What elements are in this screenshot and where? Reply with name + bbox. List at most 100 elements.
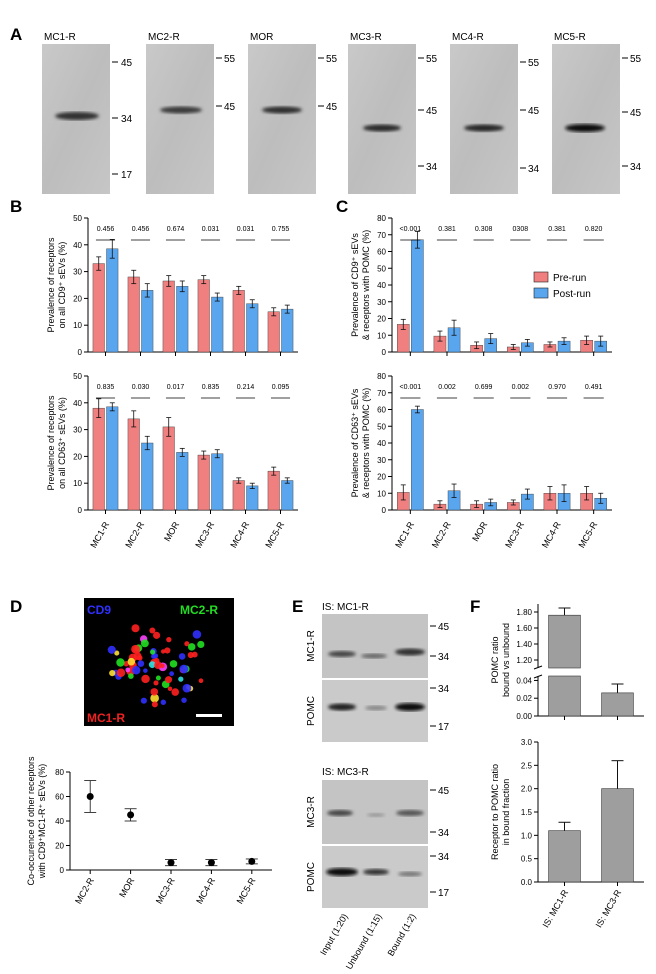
p-value-label: 0.456 bbox=[97, 226, 115, 233]
y-axis-title-line: with CD9⁺MC1-R⁺ sEVs (%) bbox=[37, 764, 47, 880]
p-value-label: 0.031 bbox=[202, 226, 220, 233]
x-category-label: MC4-R bbox=[540, 520, 563, 550]
x-category-label: MC5-R bbox=[576, 520, 599, 550]
y-tick-label: 40 bbox=[73, 241, 82, 250]
blot-mc2r: MC2-R 55 45 bbox=[146, 32, 236, 194]
y-axis-title-line: in bound fraction bbox=[501, 779, 511, 846]
blot-band bbox=[395, 703, 425, 711]
fluorescence-spot bbox=[128, 673, 134, 679]
data-point bbox=[248, 857, 256, 865]
y-axis-title-line: Prevalence of receptors bbox=[46, 237, 56, 333]
blot-title: MC5-R bbox=[554, 32, 586, 43]
label-mc2r: MC2-R bbox=[180, 603, 218, 617]
fluorescence-spot bbox=[166, 636, 172, 643]
chart-f-receptor-ratio: 0.0 0.5 1.0 1.5 2.0 2.5 3.0 Receptor to POMC ra… bbox=[490, 738, 644, 929]
bar-post-run bbox=[106, 248, 119, 353]
y-tick-label: 0.00 bbox=[516, 712, 532, 721]
fluorescence-spot bbox=[165, 676, 173, 684]
p-value-label: 0.755 bbox=[272, 226, 290, 233]
y-tick-label: 0.04 bbox=[516, 676, 532, 685]
y-tick-label: 20 bbox=[73, 294, 82, 303]
fluorescence-spot bbox=[187, 643, 196, 651]
mw-marker: 17 bbox=[438, 722, 450, 733]
y-tick-label: 60 bbox=[377, 406, 386, 415]
fluorescence-spot bbox=[150, 649, 156, 655]
p-value-label: 0.835 bbox=[202, 384, 220, 391]
y-tick-label: 30 bbox=[377, 298, 386, 307]
x-category-label: IS: MC3-R bbox=[594, 888, 624, 930]
y-tick-label: 70 bbox=[377, 389, 386, 398]
blot-band bbox=[363, 124, 401, 132]
legend-label-pre: Pre-run bbox=[553, 273, 586, 284]
mw-marker: 34 bbox=[438, 652, 450, 663]
bar bbox=[601, 788, 634, 883]
mw-marker: 45 bbox=[121, 58, 133, 69]
blot-membrane bbox=[322, 846, 428, 908]
y-tick-label: 10 bbox=[377, 331, 386, 340]
label-cd9: CD9 bbox=[87, 603, 111, 617]
blot-band bbox=[396, 810, 424, 816]
x-category-label: MC3-R bbox=[193, 520, 216, 550]
bar-post-run bbox=[281, 308, 294, 353]
y-axis-title-line: POMC ratio bbox=[490, 636, 500, 683]
y-tick-label: 10 bbox=[73, 479, 82, 488]
blot-membrane bbox=[450, 44, 518, 194]
y-tick-label: 50 bbox=[377, 422, 386, 431]
panel-letter-e: E bbox=[292, 597, 303, 616]
chart-c-cd63-pomc: 0 10 20 30 40 50 60 70 80 Prevalence of CD63⁺ sEV… bbox=[350, 372, 612, 550]
fluorescence-spot bbox=[164, 647, 171, 654]
fluorescence-spot bbox=[191, 651, 198, 658]
legend-swatch-post bbox=[533, 287, 549, 299]
mw-marker: 55 bbox=[326, 54, 338, 65]
p-value-label: 0.031 bbox=[237, 226, 255, 233]
mw-marker: 34 bbox=[426, 162, 438, 173]
x-category-label: MC3-R bbox=[154, 876, 177, 906]
bar-pre-run bbox=[127, 276, 140, 353]
x-category-label: MC2-R bbox=[430, 520, 453, 550]
fluorescence-spot bbox=[131, 624, 140, 633]
mw-marker: 34 bbox=[438, 852, 450, 863]
y-tick-label: 0.0 bbox=[521, 878, 533, 887]
data-point bbox=[207, 859, 215, 867]
blot-band bbox=[328, 651, 356, 657]
fluorescence-spot bbox=[107, 645, 116, 654]
blot-band bbox=[367, 813, 385, 817]
p-value-label: 0.095 bbox=[272, 384, 290, 391]
y-tick-label: 40 bbox=[377, 439, 386, 448]
y-tick-label: 40 bbox=[73, 399, 82, 408]
y-tick-label: 1.5 bbox=[521, 808, 533, 817]
bar-post-run bbox=[141, 290, 154, 353]
mw-marker: 34 bbox=[438, 684, 450, 695]
panel-d-microscopy: CD9 MC2-R MC1-R bbox=[84, 598, 234, 726]
fluorescence-spot bbox=[160, 699, 167, 705]
blot-band bbox=[565, 124, 605, 132]
bar-pre-run bbox=[267, 470, 280, 511]
fluorescence-spot bbox=[116, 658, 125, 667]
p-value-label: 0.970 bbox=[548, 384, 566, 391]
mw-marker: 34 bbox=[438, 828, 450, 839]
blot-band bbox=[398, 871, 422, 877]
x-category-label: MC1-R bbox=[393, 520, 416, 550]
mw-marker: 45 bbox=[630, 108, 642, 119]
fluorescence-spot bbox=[171, 688, 180, 696]
y-tick-label: 10 bbox=[377, 489, 386, 498]
fluorescence-spot bbox=[153, 631, 161, 639]
lane-label: Input (1:20) bbox=[318, 912, 350, 957]
blot-membrane bbox=[322, 614, 428, 678]
bar bbox=[548, 830, 581, 883]
y-tick-label: 1.40 bbox=[516, 640, 532, 649]
bar-post-run bbox=[411, 239, 424, 353]
mw-marker: 55 bbox=[224, 54, 236, 65]
blot-band bbox=[326, 868, 358, 876]
y-tick-label: 2.0 bbox=[521, 785, 533, 794]
y-tick-label: 60 bbox=[377, 248, 386, 257]
p-value-label: 0.491 bbox=[585, 384, 603, 391]
panel-letter-b: B bbox=[10, 197, 22, 216]
y-axis-title-line: Prevalence of CD9⁺ sEVs bbox=[350, 233, 360, 337]
blot-membrane bbox=[348, 44, 416, 194]
axis-break-mark bbox=[533, 674, 543, 679]
bar-post-run bbox=[246, 485, 259, 511]
chart-b-cd63: 0 10 20 30 40 50 Prevalence of receptorson all… bbox=[46, 372, 298, 550]
bar-pre-run bbox=[197, 279, 210, 353]
bar-post-run bbox=[211, 453, 224, 511]
